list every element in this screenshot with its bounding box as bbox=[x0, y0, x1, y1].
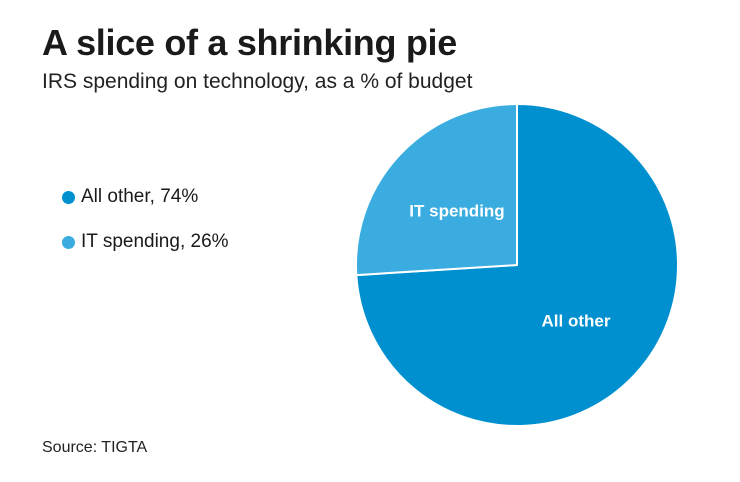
legend-label-it-spending: IT spending, 26% bbox=[81, 231, 229, 252]
chart-subtitle: IRS spending on technology, as a % of bu… bbox=[42, 70, 473, 93]
legend-swatch-all-other bbox=[62, 190, 75, 204]
legend-item-it-spending: IT spending, 26% bbox=[62, 228, 229, 256]
legend-item-all-other: All other, 74% bbox=[62, 183, 229, 211]
legend-label-all-other: All other, 74% bbox=[81, 186, 199, 207]
source-note: Source: TIGTA bbox=[42, 439, 148, 456]
pie-slice-it-spending bbox=[355, 103, 518, 277]
slice-label-it-spending: IT spending bbox=[409, 201, 504, 220]
slice-label-all-other: All other bbox=[542, 311, 611, 330]
legend: All other, 74% IT spending, 26% bbox=[62, 183, 229, 273]
chart-title: A slice of a shrinking pie bbox=[42, 22, 457, 63]
legend-swatch-it-spending bbox=[62, 235, 75, 249]
